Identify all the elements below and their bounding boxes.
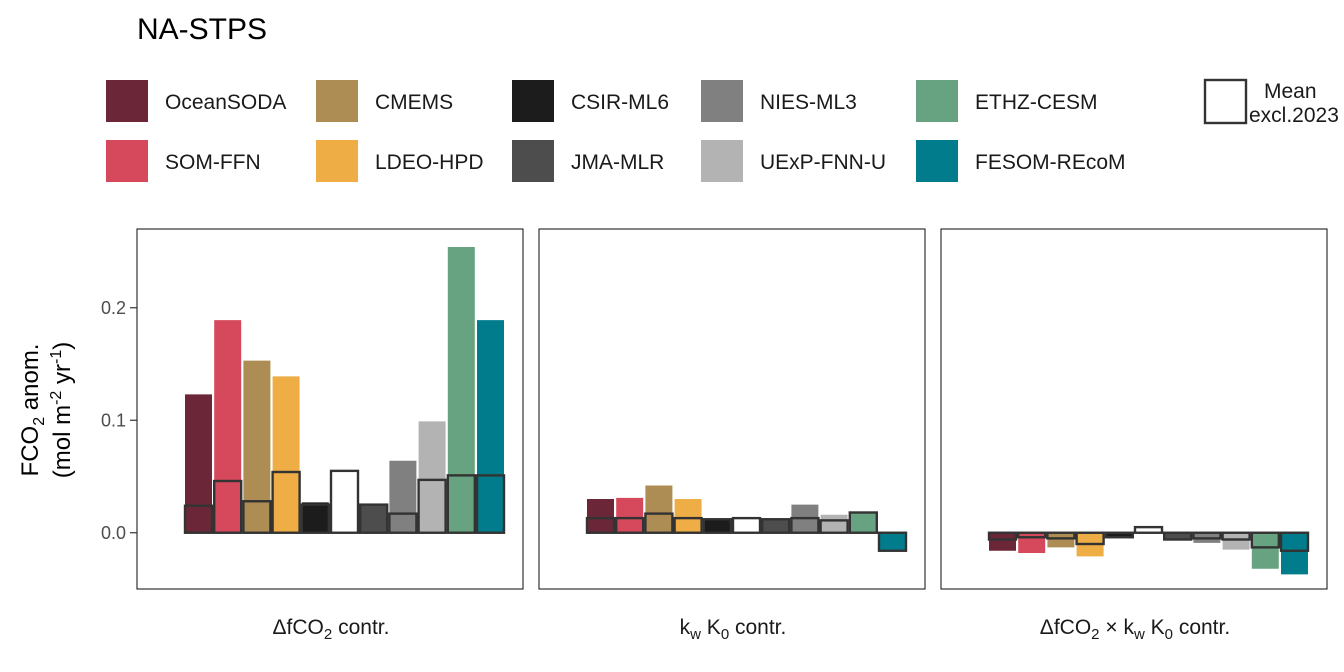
bar-mean-excl-som-ffn: [1017, 531, 1047, 539]
panel-border: [940, 228, 1328, 590]
bar-mean-excl-csir-ml6: [702, 518, 732, 534]
bar-mean-excl-ethz-cesm: [1250, 531, 1281, 549]
bar-mean-excl-uexp-fnn-u: [417, 478, 447, 534]
bar-mean-excl-cmems: [1046, 531, 1076, 540]
legend-label-ldeo-hpd: LDEO-HPD: [375, 151, 484, 174]
bar-mean-excl-jma-mlr: [761, 518, 791, 534]
bar-mean-excl-som-ffn: [212, 479, 243, 534]
panel-2: [538, 228, 926, 590]
y-axis-title-line2: (mol m-2 yr-1): [48, 342, 76, 478]
bar-mean-excl-nies-ml3: [388, 512, 418, 534]
legend-label-mean-line1: Mean: [1264, 80, 1317, 103]
legend-label-csir-ml6: CSIR-ML6: [571, 91, 669, 114]
bar-mean-excl-mean-excl-2023: [329, 469, 360, 534]
legend-label-oceansoda: OceanSODA: [165, 91, 286, 114]
legend: OceanSODA SOM-FFN CMEMS LDEO-HPD CSIR-ML6 JMA…: [106, 78, 1339, 182]
legend-label-ethz-cesm: ETHZ-CESM: [975, 91, 1098, 114]
bar-mean-excl-ldeo-hpd: [673, 516, 703, 534]
bar-mean-excl-uexp-fnn-u: [819, 519, 849, 534]
bar-mean-excl-fesom-recom: [877, 531, 908, 552]
y-tick-label: 0.1: [101, 410, 126, 430]
bar-mean-excl-csir-ml6: [300, 503, 330, 534]
bar-mean-excl-ethz-cesm: [848, 511, 878, 534]
bar-mean-excl-nies-ml3: [790, 516, 820, 534]
panel-1-label: ΔfCO2 contr.: [273, 616, 390, 643]
legend-swatch-ldeo-hpd: [316, 140, 358, 182]
panel-3-label: ΔfCO2 × kw K0 contr.: [1040, 616, 1230, 643]
y-axis-title: FCO2 anom. (mol m-2 yr-1): [17, 342, 76, 478]
legend-label-cmems: CMEMS: [375, 91, 453, 114]
legend-label-som-ffn: SOM-FFN: [165, 151, 261, 174]
chart-title: NA-STPS: [137, 13, 267, 46]
bar-mean-excl-jma-mlr: [1162, 531, 1193, 541]
bar-mean-excl-mean-excl-2023: [731, 516, 762, 534]
bar-mean-excl-fesom-recom: [1279, 531, 1310, 552]
bar-mean-excl-nies-ml3: [1192, 531, 1222, 540]
legend-swatch-fesom-recom: [916, 140, 958, 182]
legend-swatch-som-ffn: [106, 140, 148, 182]
bar-mean-excl-ldeo-hpd: [1075, 531, 1105, 546]
legend-label-fesom-recom: FESOM-REcoM: [975, 151, 1126, 174]
bar-mean-excl-jma-mlr: [359, 503, 389, 534]
y-axis-title-line1: FCO2 anom.: [17, 344, 48, 477]
panel-2-label: kw K0 contr.: [680, 616, 787, 643]
bar-mean-excl-uexp-fnn-u: [1221, 531, 1251, 541]
legend-swatch-nies-ml3: [701, 80, 743, 122]
bar-mean-excl-ethz-cesm: [446, 474, 476, 534]
legend-label-nies-ml3: NIES-ML3: [760, 91, 857, 114]
bar-mean-excl-oceansoda: [183, 504, 214, 534]
legend-swatch-cmems: [316, 80, 358, 122]
panel-border: [538, 228, 926, 590]
bar-mean-excl-ldeo-hpd: [271, 470, 301, 534]
bar-mean-excl-csir-ml6: [1104, 531, 1135, 539]
legend-label-jma-mlr: JMA-MLR: [571, 151, 664, 174]
bar-mean-excl-cmems: [242, 500, 272, 534]
legend-swatch-ethz-cesm: [916, 80, 958, 122]
panel-1: [136, 228, 524, 590]
bar-mean-excl-oceansoda: [585, 516, 616, 534]
y-tick-label: 0.0: [101, 523, 126, 543]
bar-mean-excl-oceansoda: [987, 531, 1018, 541]
y-axis: 0.0 0.1 0.2: [101, 298, 137, 543]
legend-swatch-uexp-fnn-u: [701, 140, 743, 182]
legend-swatch-csir-ml6: [512, 80, 554, 122]
panel-3: [940, 228, 1328, 590]
panels: [136, 228, 1328, 590]
legend-swatch-oceansoda: [106, 80, 148, 122]
legend-swatch-mean-excl: [1203, 78, 1248, 125]
legend-label-mean-line2: excl.2023: [1249, 104, 1339, 127]
legend-swatch-jma-mlr: [512, 140, 554, 182]
bar-mean-excl-mean-excl-2023: [1133, 525, 1164, 534]
bar-mean-excl-som-ffn: [615, 516, 645, 534]
panel-border: [136, 228, 524, 590]
legend-label-uexp-fnn-u: UExP-FNN-U: [760, 151, 886, 174]
bar-mean-excl-fesom-recom: [475, 474, 506, 534]
bar-mean-excl-cmems: [644, 512, 674, 534]
y-tick-label: 0.2: [101, 298, 126, 318]
